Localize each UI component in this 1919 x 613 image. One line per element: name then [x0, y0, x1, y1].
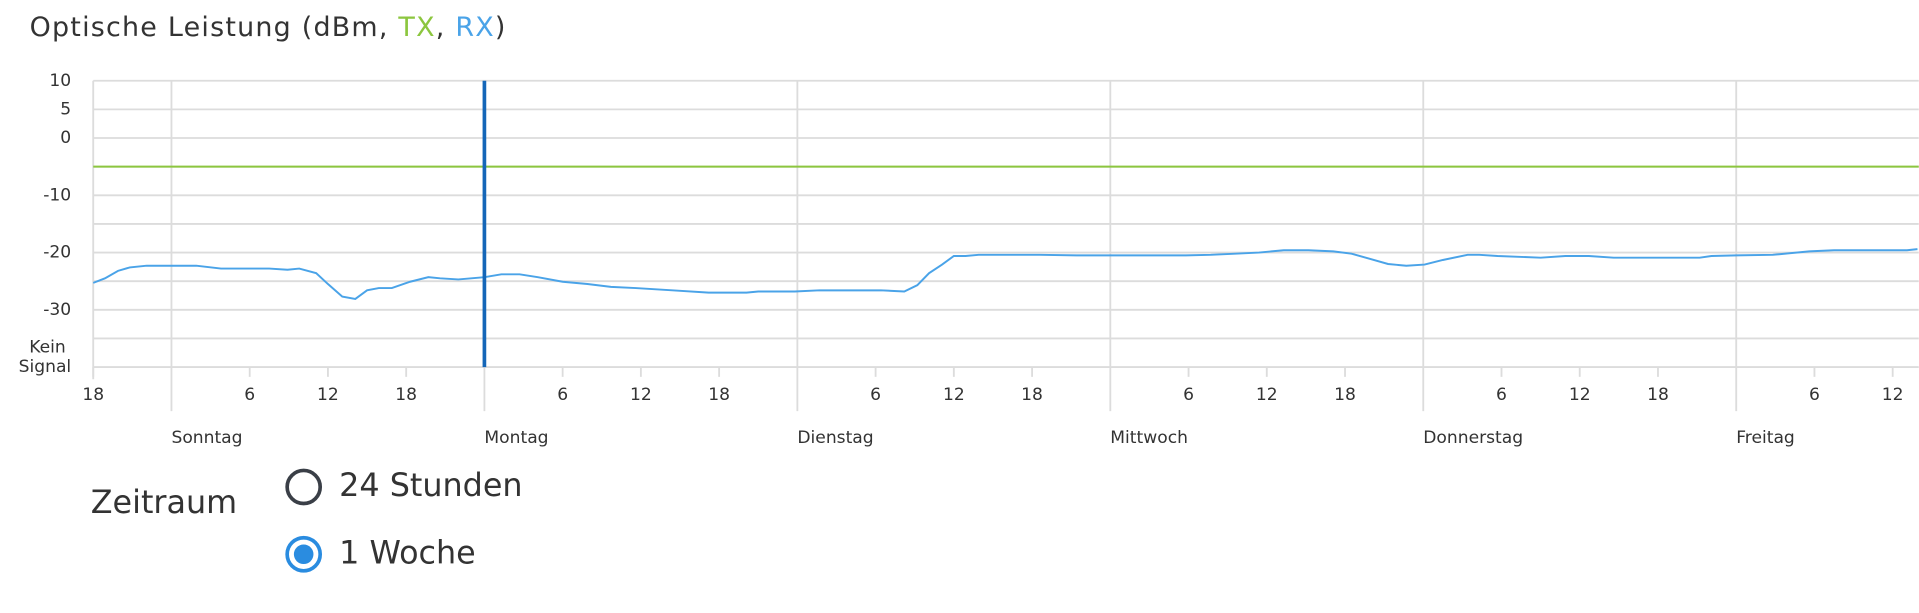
x-tick-label: 6	[1496, 385, 1507, 405]
title-text: Optische Leistung (dBm,	[30, 12, 399, 43]
chart-title: Optische Leistung (dBm, TX, RX)	[30, 12, 507, 43]
x-tick-label: 6	[1183, 385, 1194, 405]
y-tick-label: -30	[43, 300, 71, 320]
x-tick-label: 18	[82, 385, 104, 405]
title-text: )	[495, 12, 507, 43]
x-tick-label: 12	[1569, 385, 1591, 405]
radio-label[interactable]: 24 Stunden	[339, 466, 522, 504]
x-tick-label: 12	[943, 385, 965, 405]
series-line	[92, 248, 1918, 300]
legend-entry: RX	[455, 12, 495, 43]
x-tick-label: 6	[1809, 385, 1820, 405]
radio-dot	[293, 544, 314, 565]
y-tick-label: -10	[43, 185, 71, 205]
title-text: ,	[436, 12, 456, 43]
legend-entry: TX	[397, 12, 435, 43]
day-label: Dienstag	[797, 428, 873, 448]
x-tick-label: 18	[708, 385, 730, 405]
form-label: Zeitraum	[91, 483, 237, 521]
x-tick-label: 6	[870, 385, 881, 405]
day-label: Montag	[484, 428, 548, 448]
x-tick-label: 18	[395, 385, 417, 405]
x-tick-label: 6	[244, 385, 255, 405]
y-tick-label: 5	[60, 99, 71, 119]
x-tick-label: 12	[317, 385, 339, 405]
y-tick-label: 0	[60, 128, 71, 148]
y-tick-label: Kein Signal	[19, 337, 72, 377]
y-tick-label: 10	[49, 71, 71, 91]
day-label: Freitag	[1736, 428, 1795, 448]
radio-label[interactable]: 1 Woche	[339, 533, 476, 571]
day-label: Donnerstag	[1423, 428, 1523, 448]
x-tick-label: 12	[1256, 385, 1278, 405]
radio-button[interactable]	[285, 468, 323, 506]
x-tick-label: 18	[1647, 385, 1669, 405]
x-tick-label: 18	[1334, 385, 1356, 405]
day-label: Sonntag	[171, 428, 242, 448]
y-tick-label: -20	[43, 243, 71, 263]
day-label: Mittwoch	[1110, 428, 1188, 448]
x-tick-label: 12	[630, 385, 652, 405]
x-tick-label: 12	[1882, 385, 1904, 405]
x-tick-label: 6	[557, 385, 568, 405]
x-tick-label: 18	[1021, 385, 1043, 405]
